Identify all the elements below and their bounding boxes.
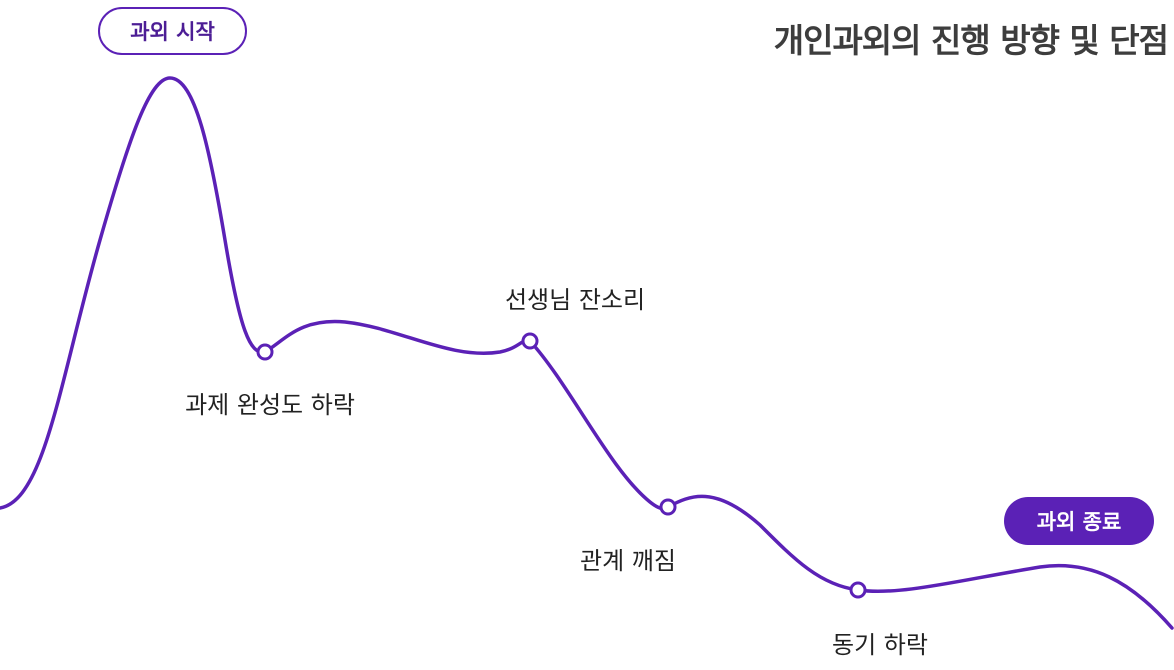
milestone-label-motivation-drop: 동기 하락 <box>832 631 928 659</box>
end-badge: 과외 종료 <box>1004 497 1154 545</box>
milestone-marker <box>521 332 539 350</box>
milestone-label-relationship-broken: 관계 깨짐 <box>580 547 676 575</box>
milestone-marker <box>256 343 274 361</box>
milestone-marker <box>659 498 677 516</box>
milestone-label-teacher-nagging: 선생님 잔소리 <box>504 286 646 314</box>
start-badge: 과외 시작 <box>98 7 247 55</box>
milestone-marker <box>849 581 867 599</box>
milestone-label-assignment-quality: 과제 완성도 하락 <box>185 391 355 419</box>
diagram-title: 개인과외의 진행 방향 및 단점 <box>773 21 1169 60</box>
